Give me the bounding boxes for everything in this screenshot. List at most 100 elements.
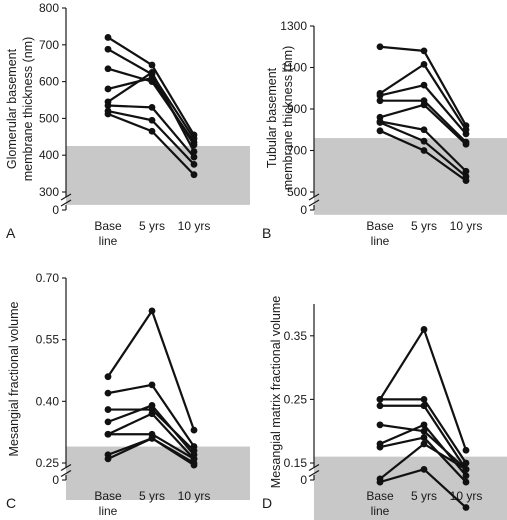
- data-point: [104, 373, 112, 381]
- data-point: [376, 119, 384, 126]
- data-point: [148, 69, 156, 76]
- x-tick-label-line: 5 yrs: [139, 489, 165, 503]
- normal-range-band: [314, 138, 507, 215]
- panel-label: D: [262, 495, 272, 511]
- data-point: [104, 406, 112, 413]
- y-tick-label: 1100: [281, 61, 307, 75]
- data-point: [104, 389, 112, 397]
- x-tick-label: 10 yrs: [178, 219, 211, 233]
- data-point: [148, 103, 156, 111]
- data-point: [420, 434, 428, 441]
- x-tick-label-line: 10 yrs: [178, 219, 211, 233]
- data-point: [420, 396, 428, 403]
- x-tick-label-line: line: [99, 504, 118, 518]
- x-tick-label-line: line: [99, 234, 118, 248]
- y-tick-label: 500: [287, 185, 307, 199]
- y-tick-label: 700: [39, 38, 59, 52]
- x-tick-label: Base line: [94, 219, 122, 248]
- data-point: [148, 402, 156, 409]
- y-tick-label: 0.25: [36, 456, 60, 470]
- data-point: [376, 443, 384, 451]
- y-tick-label: 0.25: [284, 392, 308, 406]
- x-tick-label-line: 5 yrs: [139, 219, 165, 233]
- axis-break-mark: [60, 469, 72, 478]
- y-tick-label: 0.35: [284, 329, 308, 343]
- data-point: [462, 459, 470, 467]
- data-point: [420, 60, 428, 68]
- y-tick-label: 300: [39, 185, 59, 199]
- y-tick-label: 0.15: [284, 456, 308, 470]
- y-axis-label-line: Mesangial matrix fractional volume: [269, 296, 283, 488]
- x-tick-label-line: Base: [94, 219, 122, 233]
- data-point: [148, 116, 156, 124]
- y-tick-label: 700: [287, 144, 307, 158]
- data-point: [104, 65, 112, 73]
- y-tick-label: 500: [39, 111, 59, 125]
- data-point: [148, 434, 156, 442]
- panel-c: 0 0.25 0.40 0.55 0.70 Mesangial fractional vo…: [6, 271, 250, 518]
- normal-range-band: [66, 446, 250, 500]
- data-point: [462, 446, 470, 454]
- x-tick-label: 5 yrs: [411, 489, 437, 503]
- data-point: [376, 43, 384, 51]
- y-tick-label: 0: [300, 473, 307, 487]
- data-point: [462, 177, 470, 184]
- y-axis-label: Glomerular basement membrane thickness (n…: [5, 37, 35, 182]
- panel-b: 0 500 700 900 1100 1300 Tubular basement membra…: [262, 19, 507, 248]
- data-point: [104, 34, 112, 41]
- data-point: [104, 102, 112, 109]
- x-tick-label: 10 yrs: [178, 489, 211, 503]
- x-tick-label-line: Base: [366, 489, 394, 503]
- data-point: [376, 402, 384, 410]
- data-point: [420, 421, 428, 429]
- data-point: [420, 402, 428, 410]
- x-tick-label-line: 5 yrs: [411, 489, 437, 503]
- y-tick-label: 600: [39, 75, 59, 89]
- x-tick-label-line: 10 yrs: [450, 219, 483, 233]
- x-tick-label-line: line: [371, 504, 390, 518]
- data-point: [420, 326, 428, 333]
- data-point: [462, 472, 470, 480]
- panel-label: A: [6, 225, 16, 241]
- data-point: [190, 161, 198, 168]
- data-point: [104, 455, 112, 463]
- normal-range-band: [314, 456, 507, 520]
- x-tick-label: 5 yrs: [411, 219, 437, 233]
- axis-break-mark: [60, 193, 72, 201]
- y-tick-label: 0.40: [36, 394, 60, 408]
- data-point: [190, 148, 198, 155]
- data-point: [148, 410, 156, 418]
- data-point: [462, 504, 470, 511]
- y-axis-label: Tubular basement membrane thickness (nm): [265, 46, 295, 191]
- data-point: [148, 381, 156, 389]
- y-tick-label: 0: [52, 473, 59, 487]
- x-tick-label: Base line: [366, 489, 394, 518]
- axis-break-mark: [308, 193, 320, 201]
- data-point: [420, 126, 428, 134]
- data-point: [190, 171, 198, 179]
- data-point: [420, 147, 428, 154]
- panel-label: C: [6, 495, 16, 511]
- data-point: [104, 430, 112, 438]
- data-point: [462, 465, 470, 473]
- data-point: [376, 92, 384, 99]
- y-axis-label-line: Glomerular basement: [5, 48, 19, 169]
- data-point: [376, 396, 384, 403]
- y-tick-label: 900: [287, 102, 307, 116]
- x-tick-label: 5 yrs: [139, 489, 165, 503]
- axis-break-mark: [60, 199, 72, 207]
- data-point: [104, 85, 112, 93]
- data-point: [190, 153, 198, 161]
- panel-label: B: [262, 225, 271, 241]
- y-axis-label-line: membrane thickness (nm): [281, 46, 295, 191]
- x-tick-label: Base line: [94, 489, 122, 518]
- normal-range-band: [66, 146, 250, 205]
- y-tick-label: 0: [300, 203, 307, 217]
- x-tick-label: Base line: [366, 219, 394, 248]
- axis-break-mark: [308, 469, 320, 478]
- data-point: [376, 127, 384, 135]
- data-point: [376, 97, 384, 105]
- y-tick-label: 0.55: [36, 333, 60, 347]
